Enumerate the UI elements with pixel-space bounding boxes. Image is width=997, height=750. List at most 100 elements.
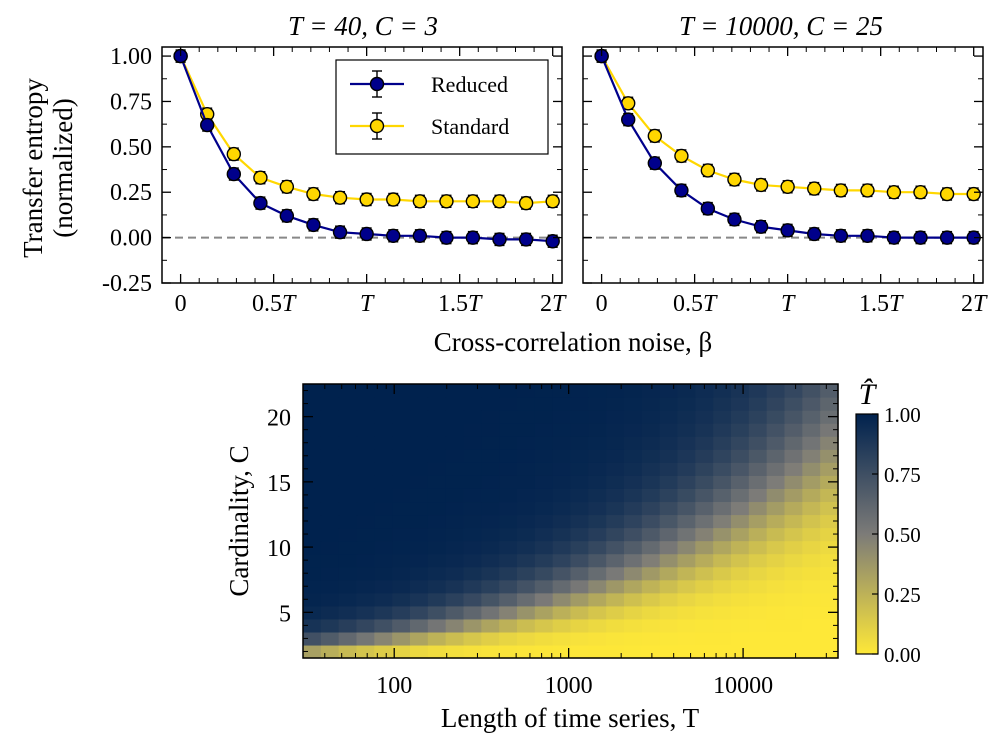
heatmap-cell <box>802 462 821 476</box>
heatmap-cell <box>748 449 768 463</box>
heatmap-cell <box>392 644 411 659</box>
heatmap-cell <box>695 605 714 620</box>
heatmap-cell <box>713 579 732 594</box>
heatmap-cell <box>588 449 607 463</box>
y-tick-label: 20 <box>267 406 291 432</box>
heatmap-cell <box>731 605 750 620</box>
heatmap-cell <box>427 566 447 581</box>
heatmap-cell <box>445 631 465 646</box>
heatmap-cell <box>624 579 643 594</box>
data-point-standard <box>913 185 928 200</box>
heatmap-cell <box>552 579 572 594</box>
heatmap-cell <box>588 514 607 529</box>
heatmap-cell <box>802 449 821 463</box>
heatmap-cell <box>748 397 768 411</box>
heatmap-cell <box>534 579 554 594</box>
heatmap-cell <box>624 605 643 620</box>
heatmap-cell <box>588 631 607 646</box>
heatmap-cell <box>427 579 447 594</box>
heatmap-cell <box>320 553 340 568</box>
heatmap-cell <box>517 514 536 529</box>
heatmap-cell <box>766 644 786 659</box>
heatmap-cell <box>427 553 447 568</box>
heatmap-y-axis-label: Cardinality, C <box>224 445 254 596</box>
data-point-standard <box>465 194 481 209</box>
data-point-reduced <box>200 117 215 133</box>
heatmap-cell <box>820 397 839 411</box>
heatmap-cell <box>552 501 572 516</box>
heatmap-cell <box>695 514 714 529</box>
data-point-standard <box>674 148 689 164</box>
panel-left-title: T = 40, C = 3 <box>288 11 438 41</box>
heatmap-cell <box>766 475 786 489</box>
heatmap-cell <box>303 501 322 516</box>
colorbar-tick-label: 0.50 <box>884 523 921 547</box>
heatmap-cell <box>784 579 803 594</box>
heatmap-cell <box>427 449 447 463</box>
heatmap-cell <box>570 475 589 489</box>
heatmap-cell <box>303 423 322 437</box>
heatmap-cell <box>606 566 625 581</box>
colorbar-ticks: 1.00 0.75 0.50 0.25 0.00 <box>872 403 921 667</box>
heatmap-cell <box>606 423 625 437</box>
heatmap-cell <box>606 514 625 529</box>
heatmap-cell <box>463 384 482 398</box>
heatmap-cell <box>713 397 732 411</box>
heatmap-cell <box>320 631 340 646</box>
heatmap-x-axis-label: Length of time series, T <box>441 703 700 733</box>
heatmap-cell <box>499 553 518 568</box>
heatmap-cell <box>338 397 358 411</box>
heatmap-cell <box>410 514 429 529</box>
x-tick-label: 2T <box>961 291 988 317</box>
heatmap-cell <box>624 423 643 437</box>
data-point-standard <box>939 186 955 202</box>
heatmap-cell <box>374 462 393 476</box>
heatmap-cell <box>766 436 786 450</box>
heatmap-cell <box>677 592 696 607</box>
heatmap-cell <box>606 644 625 659</box>
heatmap-cell <box>624 618 643 633</box>
heatmap-cell <box>374 423 393 437</box>
heatmap-cell <box>766 527 786 542</box>
heatmap-cell <box>695 410 714 424</box>
heatmap-cell <box>463 436 482 450</box>
heatmap-cell <box>410 579 429 594</box>
heatmap-cell <box>427 475 447 489</box>
heatmap-cell <box>641 566 661 581</box>
heatmap-cell <box>534 462 554 476</box>
heatmap-cell <box>445 436 465 450</box>
heatmap-cell <box>784 423 803 437</box>
y-tick-label: 0.50 <box>110 135 152 161</box>
colorbar: 1.00 0.75 0.50 0.25 0.00 T̂ <box>855 378 921 667</box>
heatmap-cell <box>374 553 393 568</box>
heatmap-cell <box>802 579 821 594</box>
heatmap-cell <box>552 514 572 529</box>
heatmap-cell <box>392 488 411 503</box>
heatmap-cell <box>802 631 821 646</box>
heatmap-cell <box>677 501 696 516</box>
heatmap-cell <box>534 618 554 633</box>
colorbar-tick-label: 0.00 <box>884 643 921 667</box>
heatmap-cell <box>748 462 768 476</box>
heatmap-cell <box>356 527 375 542</box>
heatmap-cell <box>588 397 607 411</box>
heatmap-cell <box>641 540 661 555</box>
heatmap-cell <box>552 462 572 476</box>
heatmap-cell <box>677 514 696 529</box>
heatmap-cell <box>624 592 643 607</box>
heatmap-cell <box>320 488 340 503</box>
heatmap-cell <box>588 618 607 633</box>
heatmap-cell <box>820 644 839 659</box>
data-point-standard <box>306 186 321 202</box>
heatmap-cell <box>641 501 661 516</box>
heatmap-cell <box>695 631 714 646</box>
heatmap-cell <box>552 644 572 659</box>
heatmap-cell <box>499 514 518 529</box>
heatmap-cell <box>802 527 821 542</box>
data-point-standard <box>253 170 268 185</box>
data-point-standard <box>647 128 663 144</box>
heatmap-cell <box>392 384 411 398</box>
heatmap-cell <box>320 527 340 542</box>
heatmap-cell <box>374 397 393 411</box>
